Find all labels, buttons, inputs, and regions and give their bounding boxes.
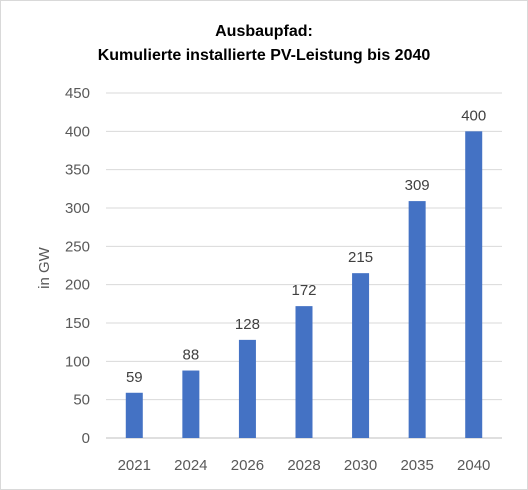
data-label-2028: 172 bbox=[291, 282, 316, 299]
y-tick-label: 450 bbox=[65, 85, 90, 102]
data-labels: 59 88 128 172 215 309 400 bbox=[126, 107, 486, 385]
chart-title: Ausbaupfad: Kumulierte installierte PV-L… bbox=[0, 20, 528, 68]
data-label-2035: 309 bbox=[405, 177, 430, 194]
x-axis-ticks: 2021 2024 2026 2028 2030 2035 2040 bbox=[118, 457, 491, 474]
x-tick-label-2026: 2026 bbox=[231, 457, 264, 474]
y-tick-label: 350 bbox=[65, 162, 90, 179]
y-tick-label: 50 bbox=[73, 392, 90, 409]
chart-title-line-1: Ausbaupfad: bbox=[215, 23, 313, 40]
bar-2026 bbox=[238, 339, 256, 438]
bar-2021 bbox=[125, 392, 143, 438]
y-tick-label: 200 bbox=[65, 277, 90, 294]
x-tick-label-2035: 2035 bbox=[400, 457, 433, 474]
x-tick-label-2040: 2040 bbox=[457, 457, 490, 474]
data-label-2040: 400 bbox=[461, 107, 486, 124]
chart-title-line-2: Kumulierte installierte PV-Leistung bis … bbox=[97, 47, 431, 64]
bar-2040 bbox=[465, 131, 483, 439]
x-tick-label-2021: 2021 bbox=[118, 457, 151, 474]
data-label-2030: 215 bbox=[348, 249, 373, 266]
y-tick-label: 300 bbox=[65, 200, 90, 217]
data-label-2024: 88 bbox=[183, 347, 200, 364]
x-tick-label-2028: 2028 bbox=[287, 457, 320, 474]
data-label-2021: 59 bbox=[126, 369, 143, 386]
y-tick-label: 100 bbox=[65, 353, 90, 370]
x-tick-label-2024: 2024 bbox=[174, 457, 207, 474]
data-label-2026: 128 bbox=[235, 316, 260, 333]
y-tick-label: 0 bbox=[82, 430, 90, 447]
bar-2030 bbox=[352, 273, 370, 438]
y-tick-label: 250 bbox=[65, 238, 90, 255]
bar-2028 bbox=[295, 306, 313, 438]
bars bbox=[125, 131, 483, 439]
y-tick-label: 150 bbox=[65, 315, 90, 332]
bar-2035 bbox=[408, 201, 426, 438]
x-tick-label-2030: 2030 bbox=[344, 457, 377, 474]
y-axis-title: in GW bbox=[36, 246, 53, 289]
y-tick-label: 400 bbox=[65, 123, 90, 140]
bar-2024 bbox=[182, 370, 200, 438]
y-axis-ticks: 0 50 100 150 200 250 300 350 400 450 bbox=[65, 85, 90, 447]
